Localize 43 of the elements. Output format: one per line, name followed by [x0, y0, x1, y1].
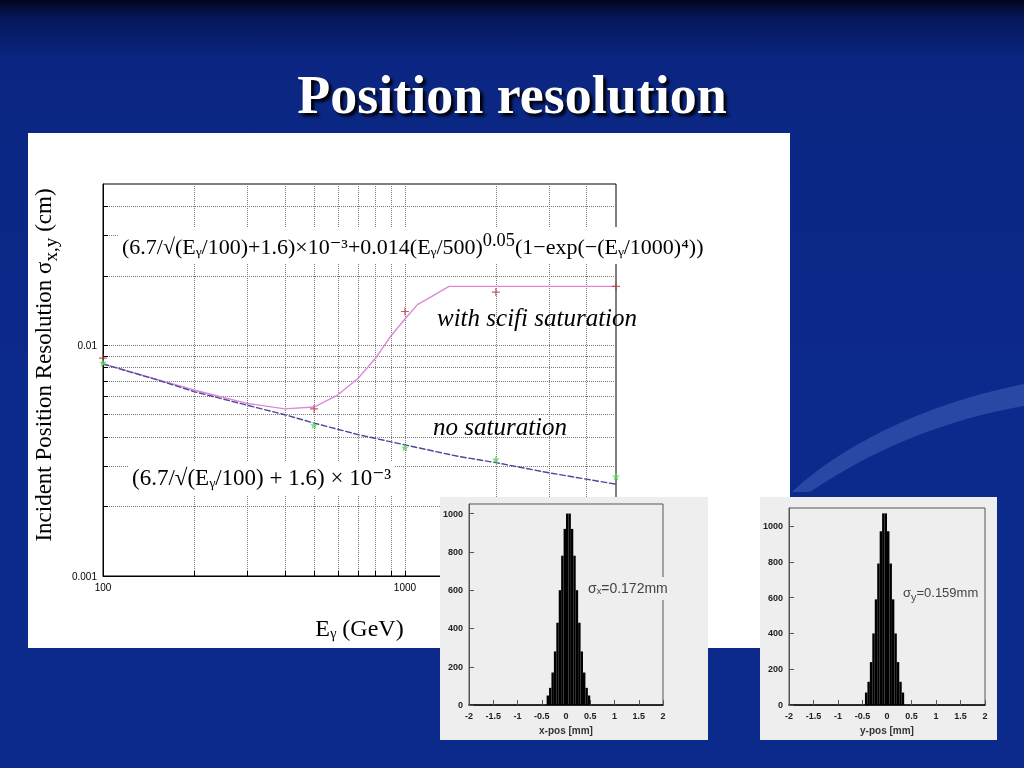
x-axis-title: Eᵧ (GeV)	[315, 615, 404, 642]
x-tick-label: -1.5	[805, 710, 822, 721]
y-tick-label: 0.001	[71, 570, 98, 582]
annotation: (6.7/√(Eᵧ/100)+1.6)×10⁻³+0.014(Eᵧ/500)$^{0.05}$(1−exp(−(Eᵧ/1000)⁴))	[118, 227, 708, 264]
y-tick-label: 0	[778, 700, 784, 711]
x-tick-label: 0	[884, 710, 890, 721]
y-tick-label: 200	[447, 661, 464, 672]
annotation: σ$_{y}$=0.159mm	[899, 582, 983, 607]
annotation: σₓ=0.172mm	[584, 577, 672, 600]
y-tick-label: 800	[447, 546, 464, 557]
y-tick-label: 0.01	[77, 339, 98, 351]
x-tick-label: 1.5	[954, 710, 967, 721]
y-tick-label: 1000	[442, 508, 464, 519]
y-tick-label: 600	[767, 592, 784, 603]
x-tick-label: -0.5	[854, 710, 871, 721]
y-tick-label: 1000	[762, 520, 784, 531]
series-label: no saturation	[433, 412, 568, 442]
series-label: with scifi saturation	[437, 303, 638, 333]
x-tick-label: 2	[660, 710, 666, 721]
y-tick-label: 400	[447, 623, 464, 634]
x-tick-label: 0	[563, 710, 569, 721]
y-tick-label: 800	[767, 556, 784, 567]
x-tick-label: -1.5	[485, 710, 502, 721]
x-axis-title: y-pos [mm]	[860, 724, 914, 736]
x-tick-label: 0.5	[905, 710, 918, 721]
annotation: (6.7/√(Eᵧ/100) + 1.6) × 10⁻³	[128, 461, 396, 495]
x-tick-label: 100	[94, 581, 112, 593]
x-tick-label: -0.5	[534, 710, 550, 721]
y-tick-label: 0	[458, 700, 464, 711]
x-tick-label: 0.5	[584, 710, 597, 721]
x-tick-label: -2	[785, 710, 794, 721]
y-tick-label: 200	[767, 664, 784, 675]
x-tick-label: 1	[612, 710, 618, 721]
x-tick-label: 1.5	[632, 710, 646, 721]
x-tick-label: -1	[513, 710, 522, 721]
x-axis-title: x-pos [mm]	[539, 724, 593, 736]
x-tick-label: 1	[933, 710, 939, 721]
y-tick-label: 600	[447, 585, 464, 596]
x-tick-label: -2	[465, 710, 474, 721]
x-tick-label: 2	[982, 710, 988, 721]
chart-title: Position resolution	[296, 64, 728, 127]
x-tick-label: -1	[834, 710, 843, 721]
y-tick-label: 400	[767, 628, 784, 639]
